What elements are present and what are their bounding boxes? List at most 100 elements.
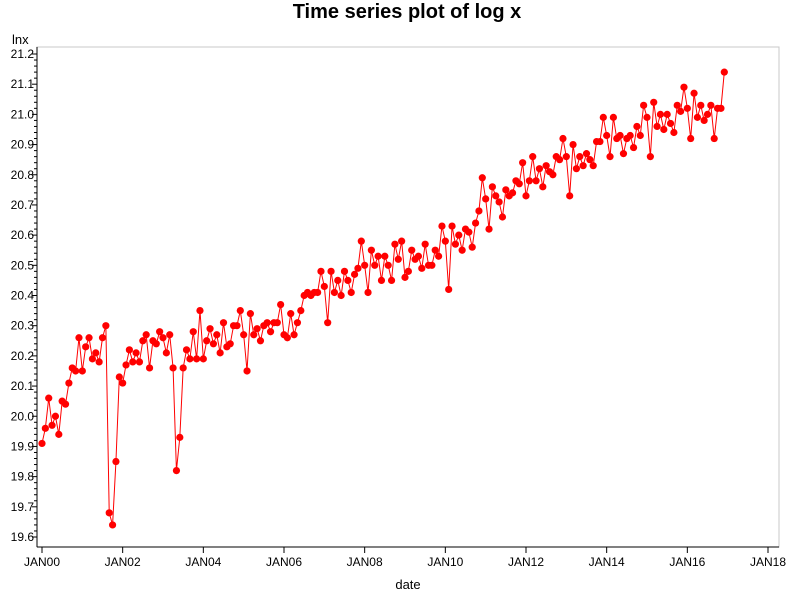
- data-point: [549, 171, 557, 179]
- data-point: [324, 319, 332, 327]
- series-layer: [38, 68, 728, 529]
- data-point: [367, 246, 375, 254]
- data-point: [347, 288, 355, 297]
- data-point: [199, 355, 207, 363]
- data-point: [529, 153, 537, 161]
- data-point: [677, 107, 685, 115]
- data-point: [337, 291, 345, 300]
- data-point: [371, 261, 379, 269]
- data-point: [495, 198, 503, 206]
- data-point: [428, 261, 436, 269]
- y-tick-label: 19.6: [11, 530, 35, 544]
- data-point: [539, 183, 547, 191]
- data-point: [515, 180, 523, 188]
- data-point: [710, 134, 718, 143]
- data-point: [206, 325, 214, 333]
- data-point: [293, 319, 302, 327]
- data-point: [663, 110, 671, 118]
- data-point: [95, 358, 103, 366]
- data-point: [666, 119, 675, 128]
- data-point: [435, 252, 443, 260]
- y-tick-label: 20.8: [11, 168, 35, 182]
- data-point: [377, 276, 386, 285]
- y-axis: 19.6 19.7 19.8 19.9 20.0 20.1 20.2 20.3 20.4 20.5…: [11, 47, 38, 547]
- data-point: [361, 261, 369, 269]
- data-point: [458, 246, 466, 254]
- data-point: [102, 322, 110, 330]
- data-point: [98, 334, 107, 342]
- y-tick-label: 20.9: [11, 138, 35, 152]
- data-point: [41, 424, 49, 432]
- data-point: [350, 270, 359, 278]
- data-point: [636, 131, 644, 140]
- data-point: [51, 412, 60, 420]
- data-point: [700, 116, 708, 125]
- x-tick-label: JAN02: [105, 555, 141, 569]
- data-point: [374, 252, 382, 260]
- data-point: [633, 122, 641, 131]
- data-point: [653, 122, 661, 131]
- data-point: [680, 83, 688, 91]
- data-point: [287, 310, 295, 318]
- data-point: [172, 466, 181, 475]
- y-tick-label: 20.4: [11, 289, 35, 303]
- data-point: [391, 240, 399, 248]
- data-point: [354, 264, 362, 272]
- data-point: [465, 228, 473, 236]
- data-point: [297, 306, 305, 315]
- data-point: [485, 225, 493, 233]
- data-point: [687, 134, 695, 143]
- data-point: [445, 285, 453, 294]
- data-point: [78, 367, 86, 375]
- data-point: [387, 276, 396, 285]
- y-axis-title: lnx: [12, 32, 29, 47]
- data-point: [240, 331, 248, 339]
- data-point: [236, 306, 244, 315]
- data-point: [152, 340, 160, 348]
- y-tick-label: 21.2: [11, 47, 35, 61]
- y-tick-label: 20.6: [11, 228, 35, 242]
- data-point: [48, 421, 56, 429]
- data-point: [381, 252, 389, 260]
- x-tick-label: JAN06: [266, 555, 302, 569]
- data-point: [596, 137, 604, 146]
- data-point: [364, 288, 372, 297]
- y-tick-label: 20.0: [11, 409, 35, 423]
- data-point: [186, 355, 194, 363]
- data-point: [384, 261, 392, 269]
- data-point: [482, 195, 490, 203]
- data-point: [193, 355, 201, 363]
- data-point: [277, 300, 285, 309]
- data-point: [717, 104, 725, 112]
- data-point: [703, 110, 712, 118]
- data-point: [404, 267, 412, 275]
- data-point: [182, 346, 191, 354]
- x-tick-label: JAN12: [508, 555, 544, 569]
- data-point: [112, 457, 120, 466]
- data-point: [330, 288, 339, 297]
- data-point: [522, 192, 530, 200]
- chart-title: Time series plot of log x: [293, 1, 522, 23]
- data-point: [650, 98, 658, 106]
- data-point: [525, 177, 533, 185]
- data-point: [82, 343, 90, 351]
- series-line: [41, 72, 725, 526]
- data-point: [640, 101, 648, 109]
- data-point: [697, 101, 705, 109]
- data-point: [122, 361, 130, 369]
- data-point: [693, 113, 702, 121]
- data-point: [209, 340, 218, 348]
- data-point: [566, 192, 574, 200]
- data-point: [488, 183, 496, 191]
- data-point: [72, 367, 80, 375]
- data-point: [119, 379, 127, 387]
- data-point: [492, 192, 500, 200]
- data-point: [233, 322, 241, 330]
- data-point: [159, 334, 167, 342]
- data-point: [129, 358, 137, 366]
- data-point: [707, 101, 715, 109]
- data-point: [562, 153, 570, 161]
- data-point: [629, 143, 638, 152]
- data-point: [132, 349, 140, 357]
